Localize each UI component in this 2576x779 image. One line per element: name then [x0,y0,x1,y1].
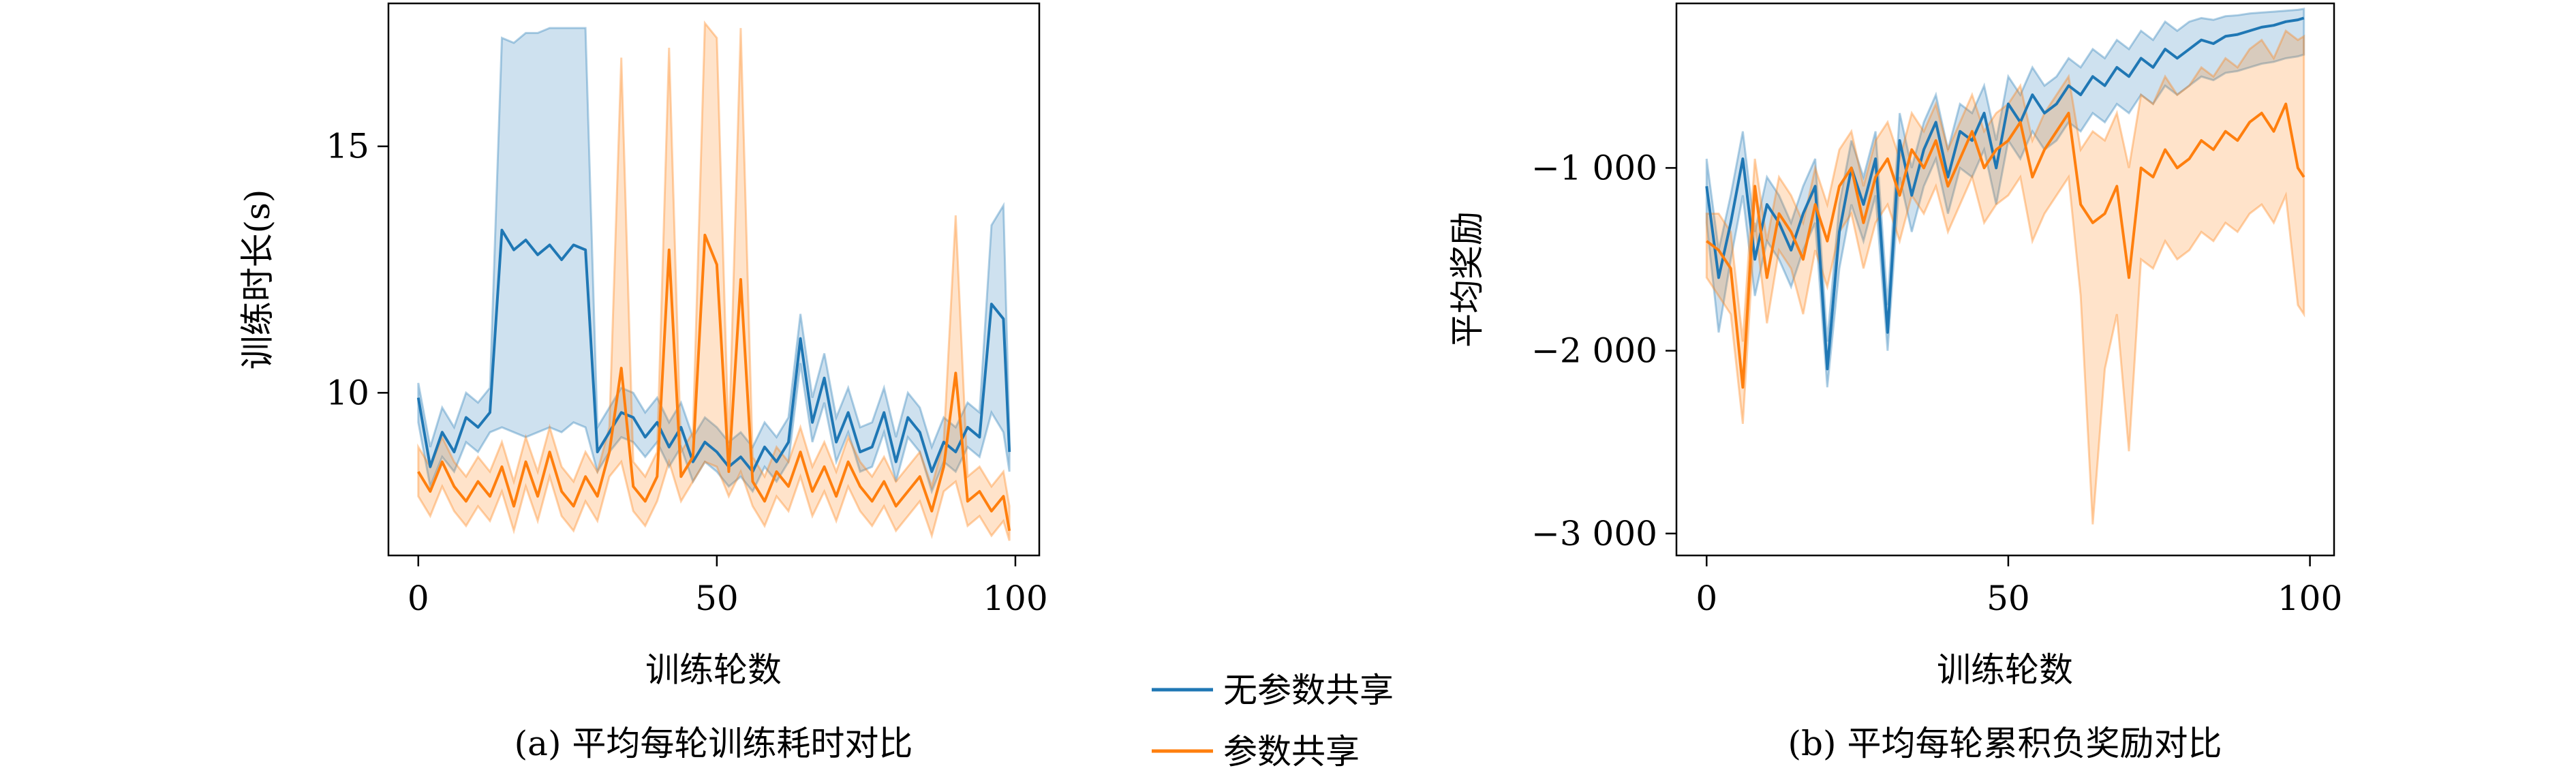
chart-a-bands [417,20,1011,541]
chart-b-xtick-label: 50 [1987,579,2030,618]
chart-b-ticks: 0 50 100 −3 000 −2 000 −1 000 [1531,148,2342,618]
chart-b-line-1 [1706,102,2305,389]
chart-a-ylabel: 训练时长(s) [238,189,277,370]
chart-a: 0 50 100 10 15 训练轮数 训练时长(s) (a) 平均每轮训练耗时对比 [238,2,1048,763]
chart-b-bands [1705,7,2305,525]
chart-b-band-1 [1705,29,2305,525]
chart-a-xtick-label: 50 [695,579,739,618]
legend: 无参数共享 参数共享 [1152,671,1394,772]
caption-a: (a) 平均每轮训练耗时对比 [515,724,913,763]
chart-a-ytick-label: 10 [326,373,369,412]
chart-b-ylabel: 平均奖励 [1447,211,1487,348]
chart-a-band-1 [417,20,1011,541]
chart-a-xlabel: 训练轮数 [645,650,782,690]
chart-a-line-0 [416,228,1011,474]
chart-a-xtick-label: 100 [983,579,1047,618]
chart-b-ytick-label: −2 000 [1531,331,1657,371]
chart-b-ytick-label: −1 000 [1531,148,1657,187]
chart-b-band-0 [1705,7,2305,388]
chart-a-ticks: 0 50 100 10 15 [326,127,1047,618]
chart-b-ytick-label: −3 000 [1531,514,1657,553]
caption-b: (b) 平均每轮累积负奖励对比 [1788,724,2222,763]
chart-a-line-1 [417,233,1011,532]
chart-a-xtick-label: 0 [408,579,429,618]
chart-a-ytick-label: 15 [326,127,369,166]
chart-b-frame [1675,2,2335,557]
chart-a-lines [416,228,1011,532]
chart-b-lines [1705,16,2305,389]
chart-b-line-0 [1705,16,2305,371]
chart-b: 0 50 100 −3 000 −2 000 −1 000 训练轮数 平均奖励 (b) 平… [1447,2,2342,763]
chart-b-xtick-label: 0 [1696,579,1717,618]
chart-b-xtick-label: 100 [2278,579,2342,618]
chart-b-xlabel: 训练轮数 [1937,650,2073,690]
legend-label-no-sharing: 无参数共享 [1223,671,1394,710]
chart-a-frame [387,2,1041,557]
legend-label-sharing: 参数共享 [1223,732,1360,772]
